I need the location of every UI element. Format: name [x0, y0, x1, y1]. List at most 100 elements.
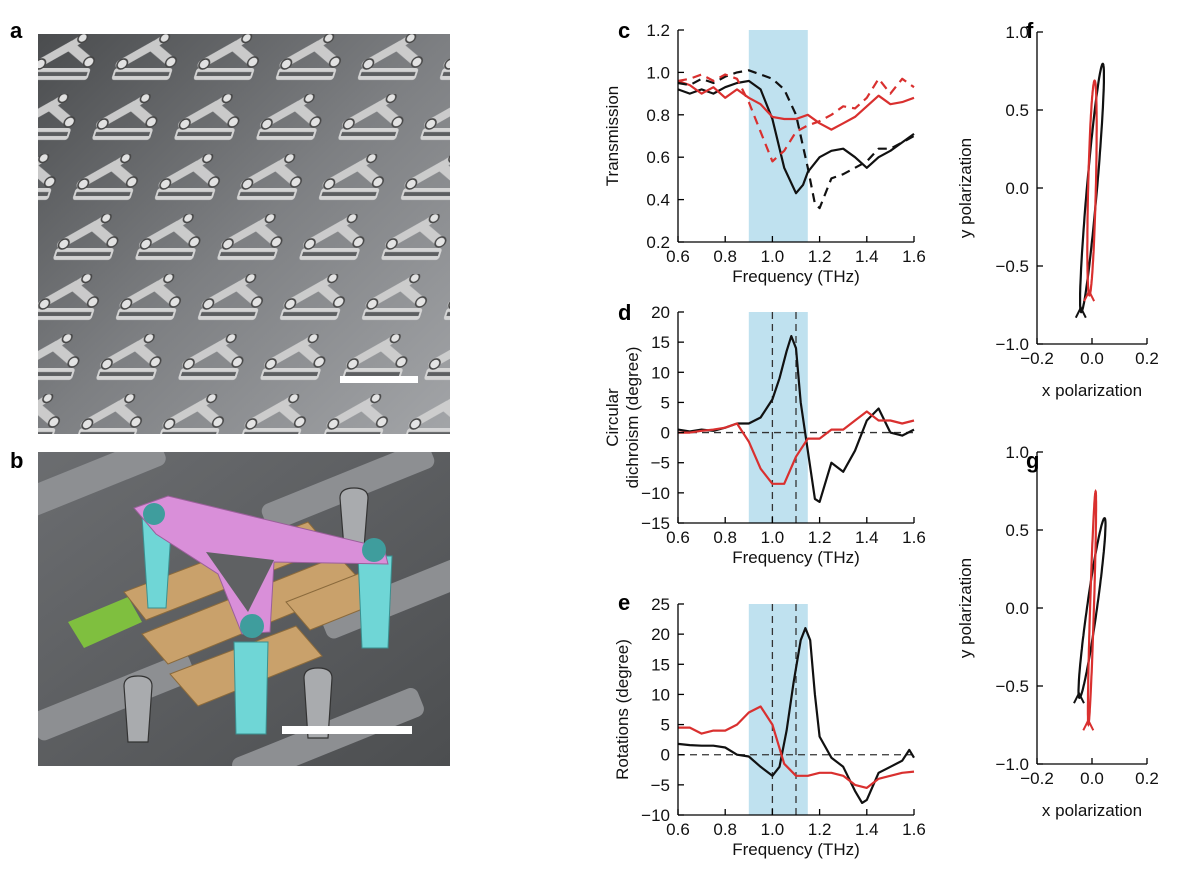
panel-label-a: a: [10, 18, 23, 43]
shaded-band: [748, 604, 808, 815]
x-tick-label: 1.0: [761, 820, 785, 839]
y-tick-label: 0.2: [646, 233, 670, 252]
y-tick-label: 1.0: [646, 63, 670, 82]
x-tick-label: 0.0: [1080, 769, 1104, 788]
y-tick-label: −15: [641, 514, 670, 533]
x-tick-label: 0.8: [713, 528, 737, 547]
direction-arrow-black: [1073, 690, 1085, 704]
y-tick-label: 5: [661, 716, 670, 735]
x-tick-label: 1.6: [902, 820, 926, 839]
x-tick-label: 1.4: [855, 247, 879, 266]
x-tick-label: 0.6: [666, 820, 690, 839]
y-tick-label: 0.5: [1005, 101, 1029, 120]
shaded-band: [748, 312, 808, 523]
panel-label-c: c: [618, 18, 631, 43]
chart-polarization-g: −0.2 0.0 0.2 −1.0 −0.5 0.0 0.5 1.0 x polarizatio…: [956, 443, 1159, 820]
y-tick-label: 1.0: [1005, 23, 1029, 42]
y-axis-label-line2: dichroism (degree): [623, 347, 642, 489]
x-tick-label: 0.2: [1135, 349, 1159, 368]
y-tick-label: −1.0: [995, 335, 1029, 354]
y-tick-label: 20: [651, 625, 670, 644]
x-tick-label: 0.8: [713, 820, 737, 839]
panel-label-b: b: [10, 448, 24, 473]
series-line-black-dashed: [677, 69, 915, 210]
y-axis-label: y polarization: [956, 138, 975, 238]
sem-image-unit-cell: [38, 452, 450, 766]
x-axis-label: Frequency (THz): [732, 840, 860, 859]
x-tick-label: 1.0: [761, 247, 785, 266]
y-tick-label: 0.5: [1005, 521, 1029, 540]
y-tick-label: 0: [661, 424, 670, 443]
y-tick-label: 0.6: [646, 148, 670, 167]
y-tick-label: 20: [651, 303, 670, 322]
y-tick-label: −0.5: [995, 257, 1029, 276]
shaded-band: [748, 30, 808, 242]
x-axis-label: x polarization: [1042, 801, 1142, 820]
x-axis-label: x polarization: [1042, 381, 1142, 400]
x-tick-label: −0.2: [1020, 349, 1054, 368]
chart-circular-dichroism: 0.6 0.8 1.0 1.2 1.4 1.6 −15 −10 −5 0 5 10 15 20 Freque…: [603, 303, 926, 567]
x-tick-label: 1.6: [902, 528, 926, 547]
y-tick-label: −10: [641, 484, 670, 503]
panel-label-g: g: [1026, 448, 1040, 473]
y-tick-label: 0.4: [646, 191, 670, 210]
x-axis-label: Frequency (THz): [732, 548, 860, 567]
series-line-red-solid: [678, 410, 915, 485]
x-tick-label: 0.0: [1080, 349, 1104, 368]
y-tick-label: 25: [651, 595, 670, 614]
y-tick-label: 0.0: [1005, 599, 1029, 618]
polarization-ellipse-red: [1086, 79, 1098, 297]
chart-rotations: 0.6 0.8 1.0 1.2 1.4 1.6 −10 −5 0 5 10 15 20 25 Frequen…: [613, 595, 926, 859]
x-tick-label: 1.4: [855, 820, 879, 839]
y-tick-label: −0.5: [995, 677, 1029, 696]
y-axis-label-line1: Circular: [603, 388, 622, 447]
green-layer: [68, 597, 142, 648]
y-tick-label: 0.8: [646, 106, 670, 125]
series-line-red-solid: [677, 79, 915, 131]
x-tick-label: 1.2: [808, 820, 832, 839]
panel-label-f: f: [1026, 18, 1034, 43]
polarization-ellipse-red: [1086, 488, 1098, 728]
y-axis-label: Transmission: [603, 86, 622, 186]
panel-label-d: d: [618, 300, 632, 325]
series-line-black-solid: [677, 79, 915, 195]
x-tick-label: 1.0: [761, 528, 785, 547]
series-line-red-dashed: [677, 73, 915, 163]
y-tick-label: 1.0: [1005, 443, 1029, 462]
y-tick-label: 0.0: [1005, 179, 1029, 198]
chart-transmission: 0.6 0.8 1.0 1.2 1.4 1.60.20.40.60.81.01.2Freq…: [603, 21, 926, 286]
x-tick-label: 1.2: [808, 528, 832, 547]
x-tick-label: 0.6: [666, 247, 690, 266]
chart-polarization-f: −0.2 0.0 0.2 −1.0 −0.5 0.0 0.5 1.0 x polarizatio…: [956, 23, 1159, 400]
direction-arrow-black: [1074, 305, 1087, 319]
direction-arrow-red: [1082, 718, 1095, 731]
x-tick-label: 0.6: [666, 528, 690, 547]
x-tick-label: 1.4: [855, 528, 879, 547]
sem-image-array: [38, 34, 450, 434]
direction-arrow-red: [1083, 288, 1096, 302]
y-tick-label: 10: [651, 363, 670, 382]
y-tick-label: −5: [651, 776, 670, 795]
y-tick-label: 0: [661, 746, 670, 765]
x-axis-label: Frequency (THz): [732, 267, 860, 286]
y-tick-label: 5: [661, 393, 670, 412]
panel-label-e: e: [618, 590, 631, 615]
y-tick-label: 15: [651, 333, 670, 352]
scale-bar: [282, 726, 412, 734]
polarization-ellipse-black: [1079, 62, 1105, 314]
y-tick-label: −5: [651, 454, 670, 473]
y-tick-label: 1.2: [646, 21, 670, 40]
y-axis-label: Rotations (degree): [613, 639, 632, 780]
scale-bar: [340, 376, 418, 383]
x-tick-label: 1.2: [808, 247, 832, 266]
series-line-red-solid: [678, 705, 915, 789]
x-tick-label: 1.6: [902, 247, 926, 266]
y-tick-label: 10: [651, 685, 670, 704]
x-tick-label: 0.8: [713, 247, 737, 266]
x-tick-label: 0.2: [1135, 769, 1159, 788]
y-tick-label: 15: [651, 655, 670, 674]
y-tick-label: −10: [641, 806, 670, 825]
x-tick-label: −0.2: [1020, 769, 1054, 788]
y-axis-label: y polarization: [956, 558, 975, 658]
y-tick-label: −1.0: [995, 755, 1029, 774]
